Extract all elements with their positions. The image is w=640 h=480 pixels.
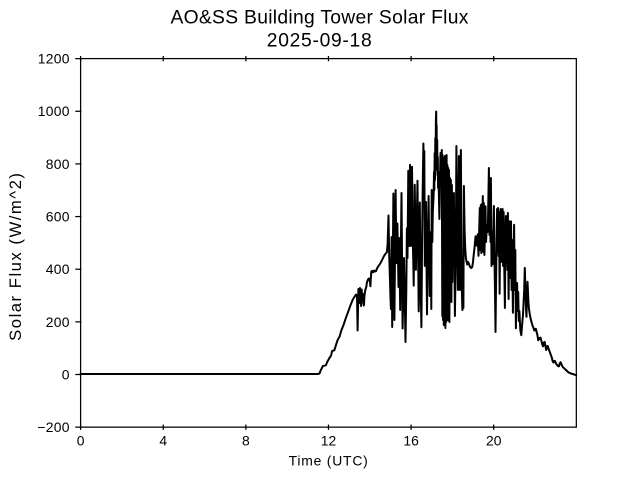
svg-text:AO&SS Building Tower Solar Flu: AO&SS Building Tower Solar Flux xyxy=(170,8,468,29)
svg-text:400: 400 xyxy=(46,261,70,277)
svg-text:4: 4 xyxy=(159,433,167,449)
svg-text:600: 600 xyxy=(46,208,70,224)
svg-text:−200: −200 xyxy=(37,419,70,435)
svg-text:2025-09-18: 2025-09-18 xyxy=(267,31,373,52)
svg-text:Time (UTC): Time (UTC) xyxy=(289,453,369,469)
svg-text:0: 0 xyxy=(77,433,85,449)
svg-text:1000: 1000 xyxy=(38,103,70,119)
svg-text:200: 200 xyxy=(46,314,70,330)
svg-text:16: 16 xyxy=(403,433,419,449)
svg-text:1200: 1200 xyxy=(38,51,70,67)
svg-text:800: 800 xyxy=(46,156,70,172)
svg-text:8: 8 xyxy=(242,433,250,449)
svg-text:20: 20 xyxy=(486,433,502,449)
svg-text:0: 0 xyxy=(62,366,70,382)
svg-text:Solar Flux (W/m^2): Solar Flux (W/m^2) xyxy=(6,172,25,341)
svg-text:12: 12 xyxy=(321,433,337,449)
